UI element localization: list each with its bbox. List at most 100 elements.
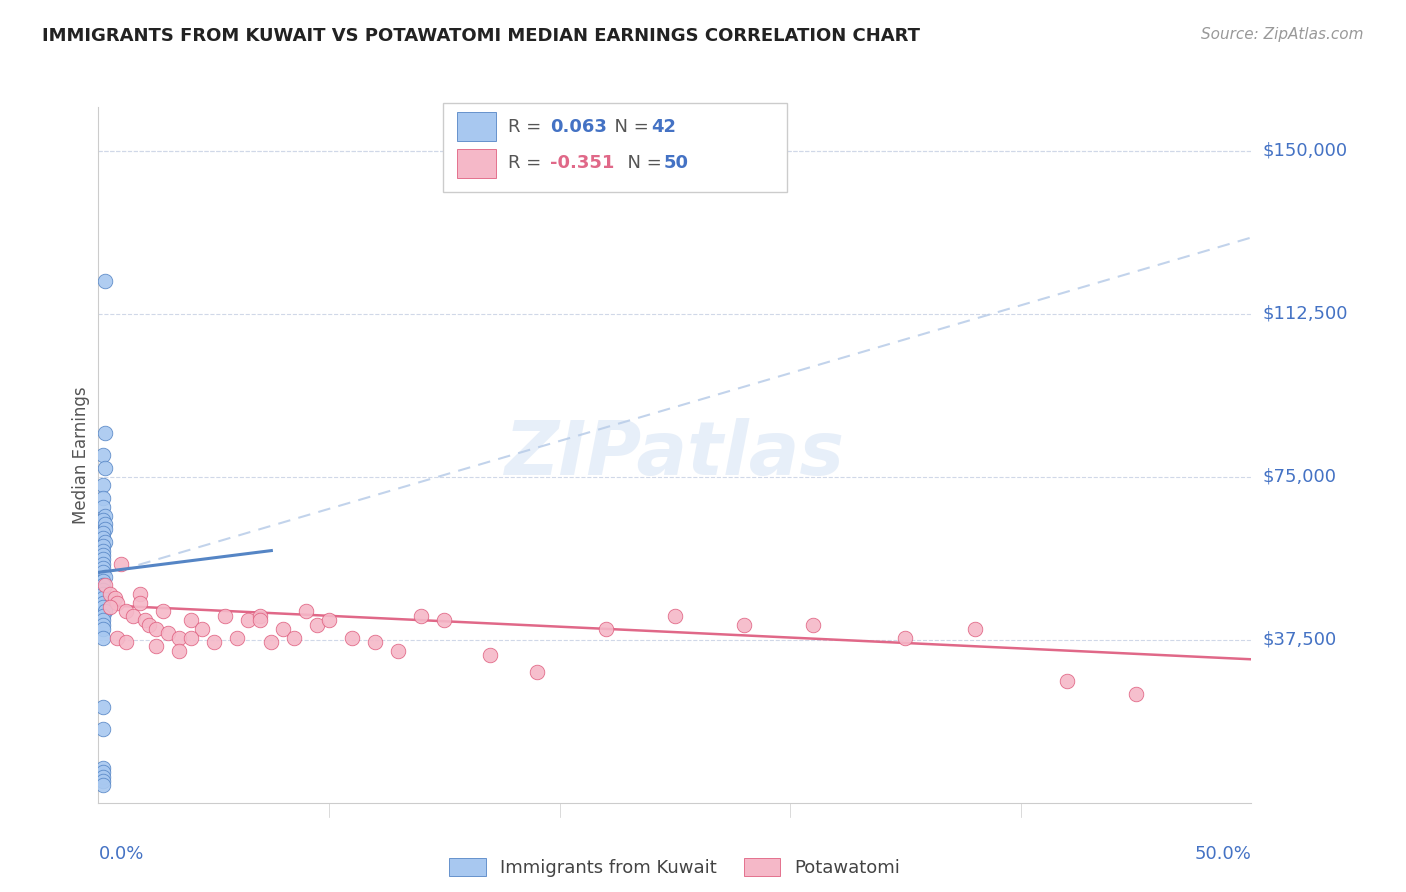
Point — [94, 605, 117, 619]
Point — [167, 631, 190, 645]
Point — [91, 531, 114, 545]
Point — [91, 587, 114, 601]
Point — [94, 535, 117, 549]
Point — [156, 626, 179, 640]
Text: R =: R = — [508, 118, 547, 136]
Point — [110, 557, 132, 571]
Point — [94, 578, 117, 592]
Point — [134, 613, 156, 627]
Point — [91, 513, 114, 527]
Point — [295, 605, 318, 619]
Text: 0.063: 0.063 — [550, 118, 606, 136]
Point — [894, 631, 917, 645]
Point — [91, 539, 114, 553]
Point — [1056, 674, 1078, 689]
Point — [91, 613, 114, 627]
Point — [91, 591, 114, 606]
Point — [318, 613, 340, 627]
Point — [91, 582, 114, 597]
Point — [91, 491, 114, 506]
Point — [152, 605, 174, 619]
Point — [129, 587, 152, 601]
Point — [801, 617, 824, 632]
Point — [91, 448, 114, 462]
Point — [433, 613, 456, 627]
Point — [91, 774, 114, 789]
Point — [249, 613, 271, 627]
Point — [145, 622, 167, 636]
Point — [91, 700, 114, 714]
Text: R =: R = — [508, 154, 547, 172]
Point — [94, 461, 117, 475]
Text: 0.0%: 0.0% — [98, 845, 143, 863]
Point — [249, 608, 271, 623]
Point — [129, 596, 152, 610]
Point — [105, 631, 128, 645]
Point — [202, 635, 225, 649]
Point — [91, 600, 114, 615]
Point — [91, 596, 114, 610]
Point — [91, 526, 114, 541]
Point — [91, 722, 114, 736]
Point — [180, 631, 202, 645]
Point — [94, 517, 117, 532]
Point — [963, 622, 986, 636]
Text: -0.351: -0.351 — [550, 154, 614, 172]
Text: $37,500: $37,500 — [1263, 631, 1337, 648]
Y-axis label: Median Earnings: Median Earnings — [72, 386, 90, 524]
Point — [91, 478, 114, 492]
Text: N =: N = — [603, 118, 655, 136]
Point — [94, 274, 117, 288]
Point — [387, 643, 409, 657]
Text: Source: ZipAtlas.com: Source: ZipAtlas.com — [1201, 27, 1364, 42]
Point — [91, 566, 114, 580]
Point — [238, 613, 260, 627]
Point — [105, 596, 128, 610]
Point — [91, 631, 114, 645]
Point — [91, 617, 114, 632]
Point — [103, 591, 125, 606]
Text: 50: 50 — [664, 154, 689, 172]
Text: IMMIGRANTS FROM KUWAIT VS POTAWATOMI MEDIAN EARNINGS CORRELATION CHART: IMMIGRANTS FROM KUWAIT VS POTAWATOMI MED… — [42, 27, 920, 45]
Point — [91, 608, 114, 623]
Legend: Immigrants from Kuwait, Potawatomi: Immigrants from Kuwait, Potawatomi — [443, 850, 907, 884]
Point — [91, 622, 114, 636]
Point — [271, 622, 294, 636]
Point — [94, 508, 117, 523]
Point — [91, 552, 114, 566]
Point — [733, 617, 755, 632]
Point — [167, 643, 190, 657]
Point — [340, 631, 363, 645]
Text: N =: N = — [616, 154, 668, 172]
Point — [260, 635, 283, 649]
Text: $112,500: $112,500 — [1263, 304, 1348, 323]
Point — [1125, 687, 1147, 701]
Point — [145, 639, 167, 653]
Text: $75,000: $75,000 — [1263, 467, 1337, 485]
Point — [411, 608, 433, 623]
Point — [191, 622, 214, 636]
Point — [283, 631, 305, 645]
Point — [214, 608, 236, 623]
Point — [91, 561, 114, 575]
Point — [364, 635, 387, 649]
Point — [91, 548, 114, 562]
Point — [91, 578, 114, 592]
Point — [122, 608, 145, 623]
Point — [91, 765, 114, 780]
Point — [94, 426, 117, 441]
Point — [138, 617, 160, 632]
Point — [115, 635, 138, 649]
Point — [91, 500, 114, 514]
Point — [526, 665, 548, 680]
Text: 50.0%: 50.0% — [1195, 845, 1251, 863]
Point — [664, 608, 686, 623]
Point — [225, 631, 247, 645]
Point — [595, 622, 617, 636]
Text: ZIPatlas: ZIPatlas — [505, 418, 845, 491]
Point — [180, 613, 202, 627]
Point — [98, 587, 121, 601]
Point — [115, 605, 138, 619]
Point — [91, 574, 114, 588]
Point — [91, 557, 114, 571]
